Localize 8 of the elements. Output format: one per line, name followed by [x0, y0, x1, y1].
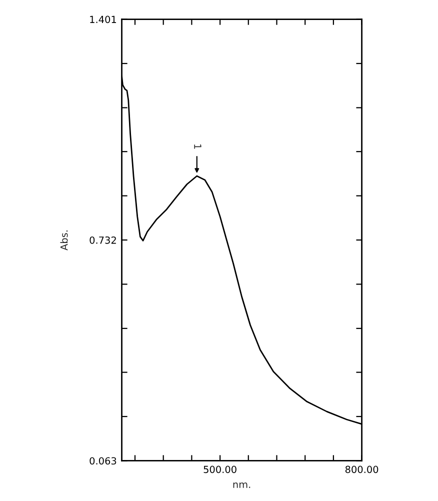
x-axis-title: nm. [233, 482, 250, 488]
y-tick-label: 0.063 [90, 457, 116, 465]
x-tick-label: 500.00 [204, 466, 236, 474]
annotation: 1 [194, 144, 202, 149]
y-axis-title: Abs. [60, 230, 68, 250]
y-tick-label: 1.401 [90, 16, 116, 24]
x-tick-label: 800.00 [345, 466, 378, 474]
y-tick-label: 0.732 [90, 236, 116, 244]
